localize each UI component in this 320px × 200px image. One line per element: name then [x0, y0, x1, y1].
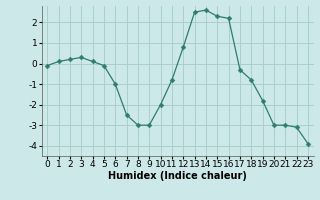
- X-axis label: Humidex (Indice chaleur): Humidex (Indice chaleur): [108, 171, 247, 181]
